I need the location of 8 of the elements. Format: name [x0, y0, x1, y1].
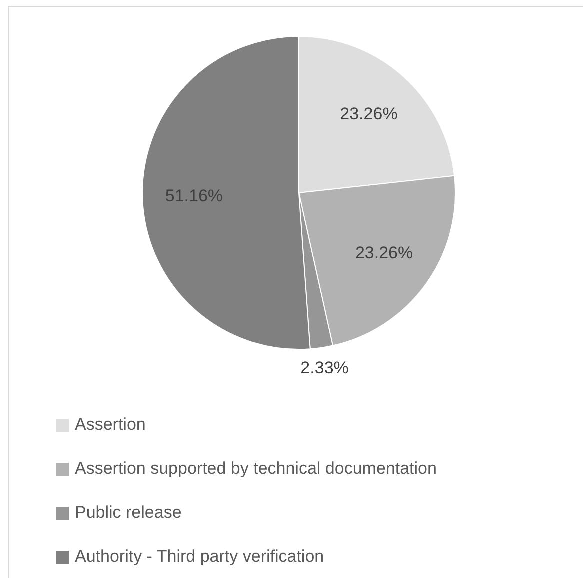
data-label: 23.26% [355, 244, 414, 263]
data-label: 2.33% [300, 358, 349, 378]
data-label: 51.16% [165, 186, 224, 206]
legend-label: Assertion [75, 415, 146, 435]
legend-label: Public release [75, 503, 182, 523]
legend-label: Authority - Third party verification [75, 547, 324, 567]
legend-label: Assertion supported by technical documentation [75, 459, 437, 479]
data-label: 23.26% [340, 104, 398, 124]
